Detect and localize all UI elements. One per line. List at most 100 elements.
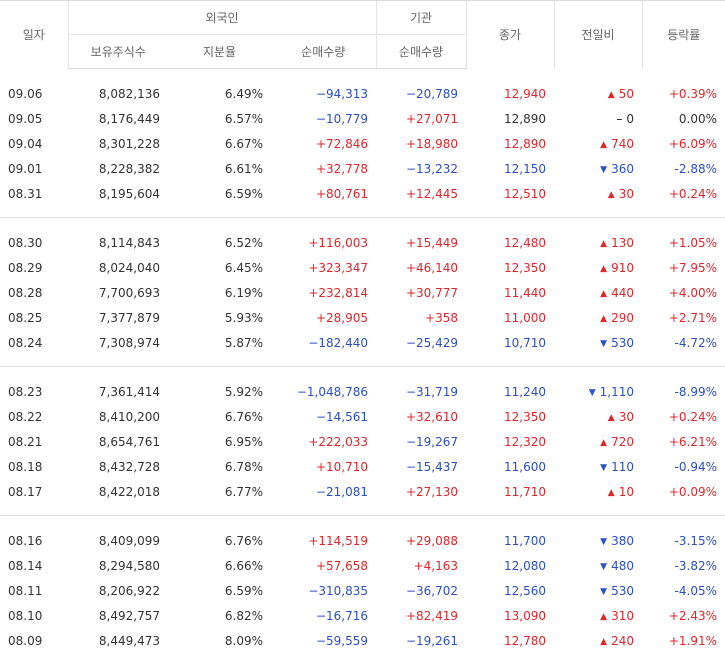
cell-holdings: 8,422,018 [98, 484, 160, 499]
cell-holdings: 8,082,136 [98, 86, 160, 101]
cell-date: 08.31 [8, 186, 43, 201]
up-triangle-icon: ▲ [600, 636, 608, 647]
cell-ratio: 5.87% [224, 335, 263, 350]
cell-close: 12,350 [504, 409, 546, 424]
cell-change: ▲ 310 [554, 603, 642, 628]
cell-holdings: 7,361,414 [98, 384, 160, 399]
cell-ratio: 6.57% [224, 111, 263, 126]
cell-change: ▼ 480 [554, 553, 642, 578]
cell-change: ▲ 130 [554, 230, 642, 255]
cell-rate: +0.24% [668, 186, 717, 201]
cell-rate: -2.88% [674, 161, 717, 176]
cell-inst-net: +4,163 [413, 558, 458, 573]
table-row: 08.25 7,377,879 5.93% +28,905 +358 11,000 ▲ 290… [0, 305, 725, 330]
cell-foreign-net: −59,559 [315, 633, 368, 648]
change-value: 440 [611, 285, 634, 300]
cell-holdings: 7,700,693 [98, 285, 160, 300]
cell-rate: +2.43% [668, 608, 717, 623]
cell-foreign-net: −94,313 [315, 86, 368, 101]
cell-holdings: 8,301,228 [98, 136, 160, 151]
cell-change: ▲ 720 [554, 429, 642, 454]
cell-change: ▲ 910 [554, 255, 642, 280]
table-row: 08.28 7,700,693 6.19% +232,814 +30,777 11,440… [0, 280, 725, 305]
dash-icon: – [616, 111, 623, 126]
cell-date: 08.14 [8, 558, 43, 573]
cell-date: 09.05 [8, 111, 43, 126]
cell-holdings: 8,195,604 [98, 186, 160, 201]
group-spacer [0, 69, 725, 82]
header-holdings: 보유주식수 [67, 34, 168, 69]
cell-foreign-net: +57,658 [315, 558, 368, 573]
cell-rate: -3.82% [674, 558, 717, 573]
header-close: 종가 [465, 0, 554, 69]
cell-inst-net: −25,429 [405, 335, 458, 350]
header-inst-net: 순매수량 [375, 34, 466, 69]
table-row: 08.29 8,024,040 6.45% +323,347 +46,140 12,350… [0, 255, 725, 280]
cell-rate: 0.00% [678, 111, 717, 126]
change-value: 310 [611, 608, 634, 623]
up-triangle-icon: ▲ [600, 139, 608, 150]
cell-foreign-net: +28,905 [315, 310, 368, 325]
cell-date: 09.01 [8, 161, 43, 176]
cell-foreign-net: −182,440 [308, 335, 368, 350]
cell-date: 08.23 [8, 384, 43, 399]
header-ratio: 지분율 [168, 34, 271, 69]
cell-ratio: 5.93% [224, 310, 263, 325]
cell-rate: -3.15% [674, 533, 717, 548]
cell-foreign-net: +114,519 [308, 533, 368, 548]
cell-foreign-net: +116,003 [308, 235, 368, 250]
divider-cell [0, 355, 725, 367]
cell-close: 10,710 [504, 335, 546, 350]
cell-change: ▲ 290 [554, 305, 642, 330]
cell-close: 11,240 [504, 384, 546, 399]
cell-foreign-net: +32,778 [315, 161, 368, 176]
table-row: 09.04 8,301,228 6.67% +72,846 +18,980 12,890 ▲… [0, 131, 725, 156]
cell-ratio: 6.76% [224, 533, 263, 548]
cell-close: 12,890 [504, 136, 546, 151]
change-value: 0 [626, 111, 634, 126]
cell-close: 12,780 [504, 633, 546, 648]
change-value: 1,110 [599, 384, 634, 399]
down-triangle-icon: ▼ [600, 338, 608, 349]
up-triangle-icon: ▲ [600, 263, 608, 274]
cell-holdings: 8,410,200 [98, 409, 160, 424]
cell-ratio: 6.19% [224, 285, 263, 300]
change-value: 720 [611, 434, 634, 449]
change-value: 480 [611, 558, 634, 573]
header-foreign-group: 외국인 [67, 0, 376, 35]
cell-rate: +0.09% [668, 484, 717, 499]
divider-cell [0, 206, 725, 218]
cell-inst-net: +46,140 [405, 260, 458, 275]
cell-close: 11,700 [504, 533, 546, 548]
cell-inst-net: +27,071 [405, 111, 458, 126]
cell-ratio: 6.95% [224, 434, 263, 449]
cell-holdings: 8,449,473 [98, 633, 160, 648]
cell-ratio: 6.66% [224, 558, 263, 573]
cell-rate: +6.09% [668, 136, 717, 151]
group-divider [0, 206, 725, 218]
cell-change: ▲ 10 [554, 479, 642, 504]
up-triangle-icon: ▲ [600, 238, 608, 249]
cell-foreign-net: +323,347 [308, 260, 368, 275]
cell-holdings: 8,654,761 [98, 434, 160, 449]
up-triangle-icon: ▲ [600, 313, 608, 324]
cell-date: 08.11 [8, 583, 43, 598]
cell-close: 12,890 [504, 111, 546, 126]
cell-date: 08.21 [8, 434, 43, 449]
cell-date: 08.22 [8, 409, 43, 424]
cell-foreign-net: +222,033 [308, 434, 368, 449]
change-value: 380 [611, 533, 634, 548]
header-date: 일자 [0, 0, 68, 69]
cell-inst-net: −19,267 [405, 434, 458, 449]
cell-change: ▼ 530 [554, 330, 642, 355]
cell-close: 12,480 [504, 235, 546, 250]
cell-change: ▼ 380 [554, 528, 642, 553]
divider-cell [0, 504, 725, 516]
up-triangle-icon: ▲ [607, 487, 615, 498]
cell-inst-net: +358 [425, 310, 458, 325]
spacer-cell [0, 516, 725, 529]
cell-foreign-net: −310,835 [308, 583, 368, 598]
down-triangle-icon: ▼ [600, 164, 608, 175]
cell-holdings: 7,308,974 [98, 335, 160, 350]
cell-ratio: 6.77% [224, 484, 263, 499]
